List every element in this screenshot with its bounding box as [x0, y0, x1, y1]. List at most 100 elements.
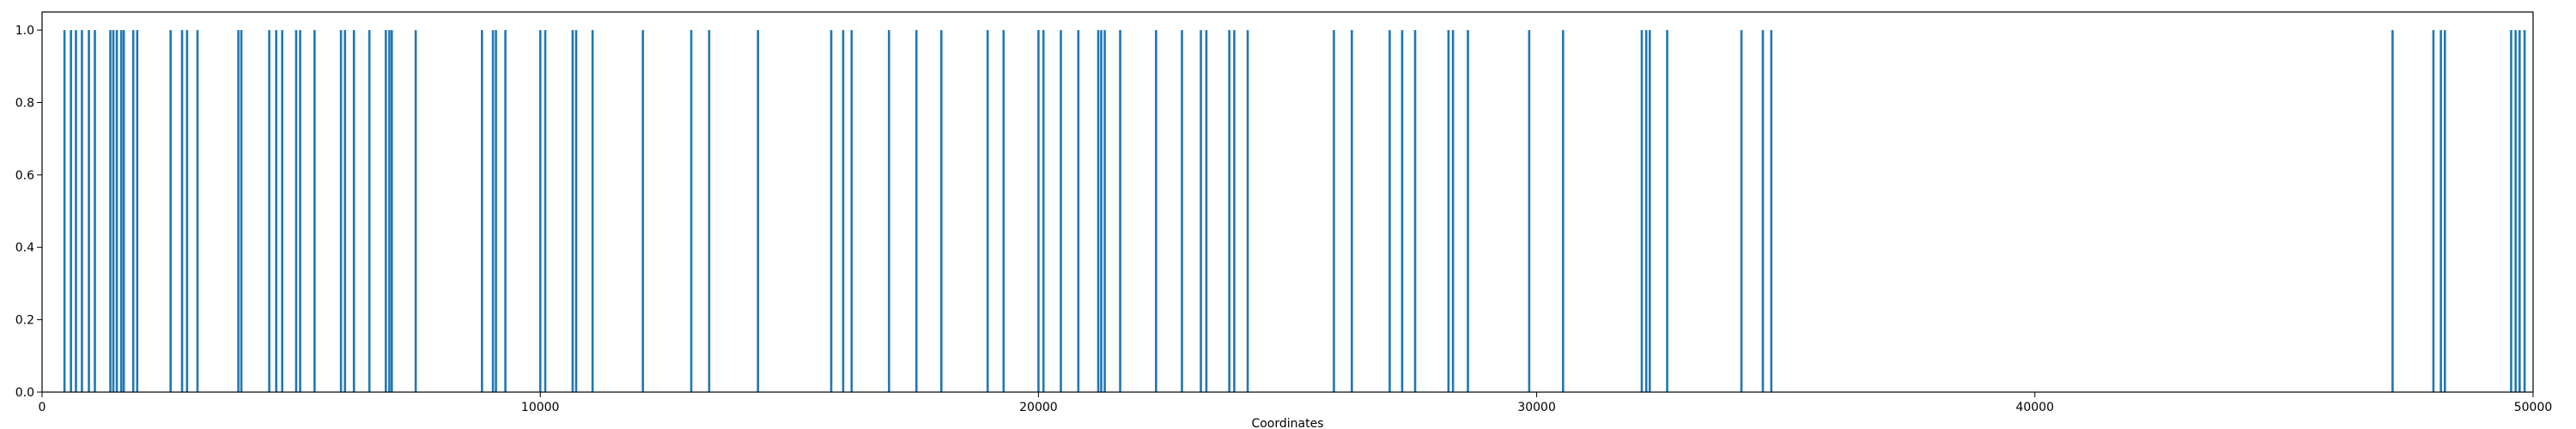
bar-81	[1649, 30, 1651, 392]
bar-83	[1740, 30, 1743, 392]
y-tick-label-5: 1.0	[15, 24, 34, 38]
bar-3	[81, 30, 83, 392]
bar-10	[122, 30, 125, 392]
y-tick-label-2: 0.4	[15, 241, 34, 255]
bar-84	[1761, 30, 1765, 392]
bar-37	[538, 30, 542, 392]
bar-65	[1205, 30, 1208, 392]
bar-39	[571, 30, 574, 392]
bar-57	[1077, 30, 1080, 392]
bar-1	[70, 30, 72, 392]
bar-23	[299, 30, 301, 392]
y-tick-label-1: 0.2	[15, 314, 34, 328]
bar-60	[1103, 30, 1106, 392]
bar-70	[1351, 30, 1353, 392]
bar-69	[1333, 30, 1335, 392]
bar-75	[1451, 30, 1455, 392]
bar-90	[2510, 30, 2512, 392]
bar-15	[185, 30, 189, 392]
bar-53	[1002, 30, 1005, 392]
bar-44	[708, 30, 711, 392]
bar-42	[641, 30, 645, 392]
bar-78	[1562, 30, 1564, 392]
bar-38	[544, 30, 547, 392]
bar-36	[504, 30, 507, 392]
bar-34	[491, 30, 495, 392]
bar-92	[2518, 30, 2521, 392]
bar-27	[352, 30, 355, 392]
bar-31	[391, 30, 393, 392]
bar-49	[888, 30, 890, 392]
bar-33	[481, 30, 483, 392]
bar-67	[1233, 30, 1236, 392]
bars-group	[63, 30, 2526, 392]
x-tick-label-0: 0	[39, 401, 46, 414]
bar-77	[1528, 30, 1531, 392]
bar-7	[112, 30, 115, 392]
bar-43	[690, 30, 693, 392]
x-tick-label-2: 20000	[1019, 401, 1058, 414]
bar-58	[1097, 30, 1100, 392]
bar-89	[2444, 30, 2446, 392]
bar-64	[1200, 30, 1202, 392]
bar-2	[75, 30, 77, 392]
bar-41	[591, 30, 594, 392]
x-tick-label-3: 30000	[1517, 401, 1556, 414]
bar-52	[986, 30, 989, 392]
bar-4	[88, 30, 90, 392]
bar-68	[1246, 30, 1249, 392]
bar-91	[2514, 30, 2517, 392]
bar-13	[169, 30, 172, 392]
bar-76	[1467, 30, 1469, 392]
bar-22	[295, 30, 298, 392]
bar-20	[275, 30, 277, 392]
bar-56	[1060, 30, 1062, 392]
bar-35	[495, 30, 497, 392]
bar-71	[1388, 30, 1391, 392]
bar-48	[850, 30, 854, 392]
bar-61	[1119, 30, 1121, 392]
bar-82	[1666, 30, 1668, 392]
bar-51	[939, 30, 943, 392]
bar-86	[2391, 30, 2394, 392]
bar-18	[240, 30, 243, 392]
bar-30	[388, 30, 391, 392]
bar-29	[385, 30, 387, 392]
bar-87	[2432, 30, 2435, 392]
bar-21	[281, 30, 283, 392]
bar-25	[339, 30, 343, 392]
bar-0	[63, 30, 66, 392]
bar-19	[268, 30, 270, 392]
bar-54	[1037, 30, 1040, 392]
bar-72	[1400, 30, 1404, 392]
bar-11	[131, 30, 135, 392]
bar-40	[574, 30, 578, 392]
y-tick-label-4: 0.8	[15, 96, 34, 110]
x-tick-label-1: 10000	[521, 401, 560, 414]
bar-50	[914, 30, 918, 392]
bar-88	[2439, 30, 2442, 392]
bar-26	[343, 30, 347, 392]
plot-frame	[41, 11, 2534, 393]
bar-74	[1447, 30, 1450, 392]
bar-12	[136, 30, 139, 392]
x-axis-label: Coordinates	[1251, 417, 1323, 429]
bar-66	[1228, 30, 1230, 392]
bar-8	[115, 30, 118, 392]
bar-24	[313, 30, 316, 392]
x-axis: 0 10000 20000 30000 40000 50000	[39, 392, 2553, 414]
bar-14	[180, 30, 184, 392]
bar-59	[1100, 30, 1103, 392]
bar-6	[109, 30, 112, 392]
bar-63	[1181, 30, 1183, 392]
bar-85	[1770, 30, 1773, 392]
bar-32	[414, 30, 417, 392]
bar-80	[1644, 30, 1648, 392]
bar-28	[368, 30, 371, 392]
y-axis: 0.0 0.2 0.4 0.6 0.8 1.0	[15, 24, 42, 400]
bar-17	[237, 30, 240, 392]
bar-45	[756, 30, 760, 392]
x-tick-label-5: 50000	[2514, 401, 2553, 414]
bar-73	[1413, 30, 1417, 392]
